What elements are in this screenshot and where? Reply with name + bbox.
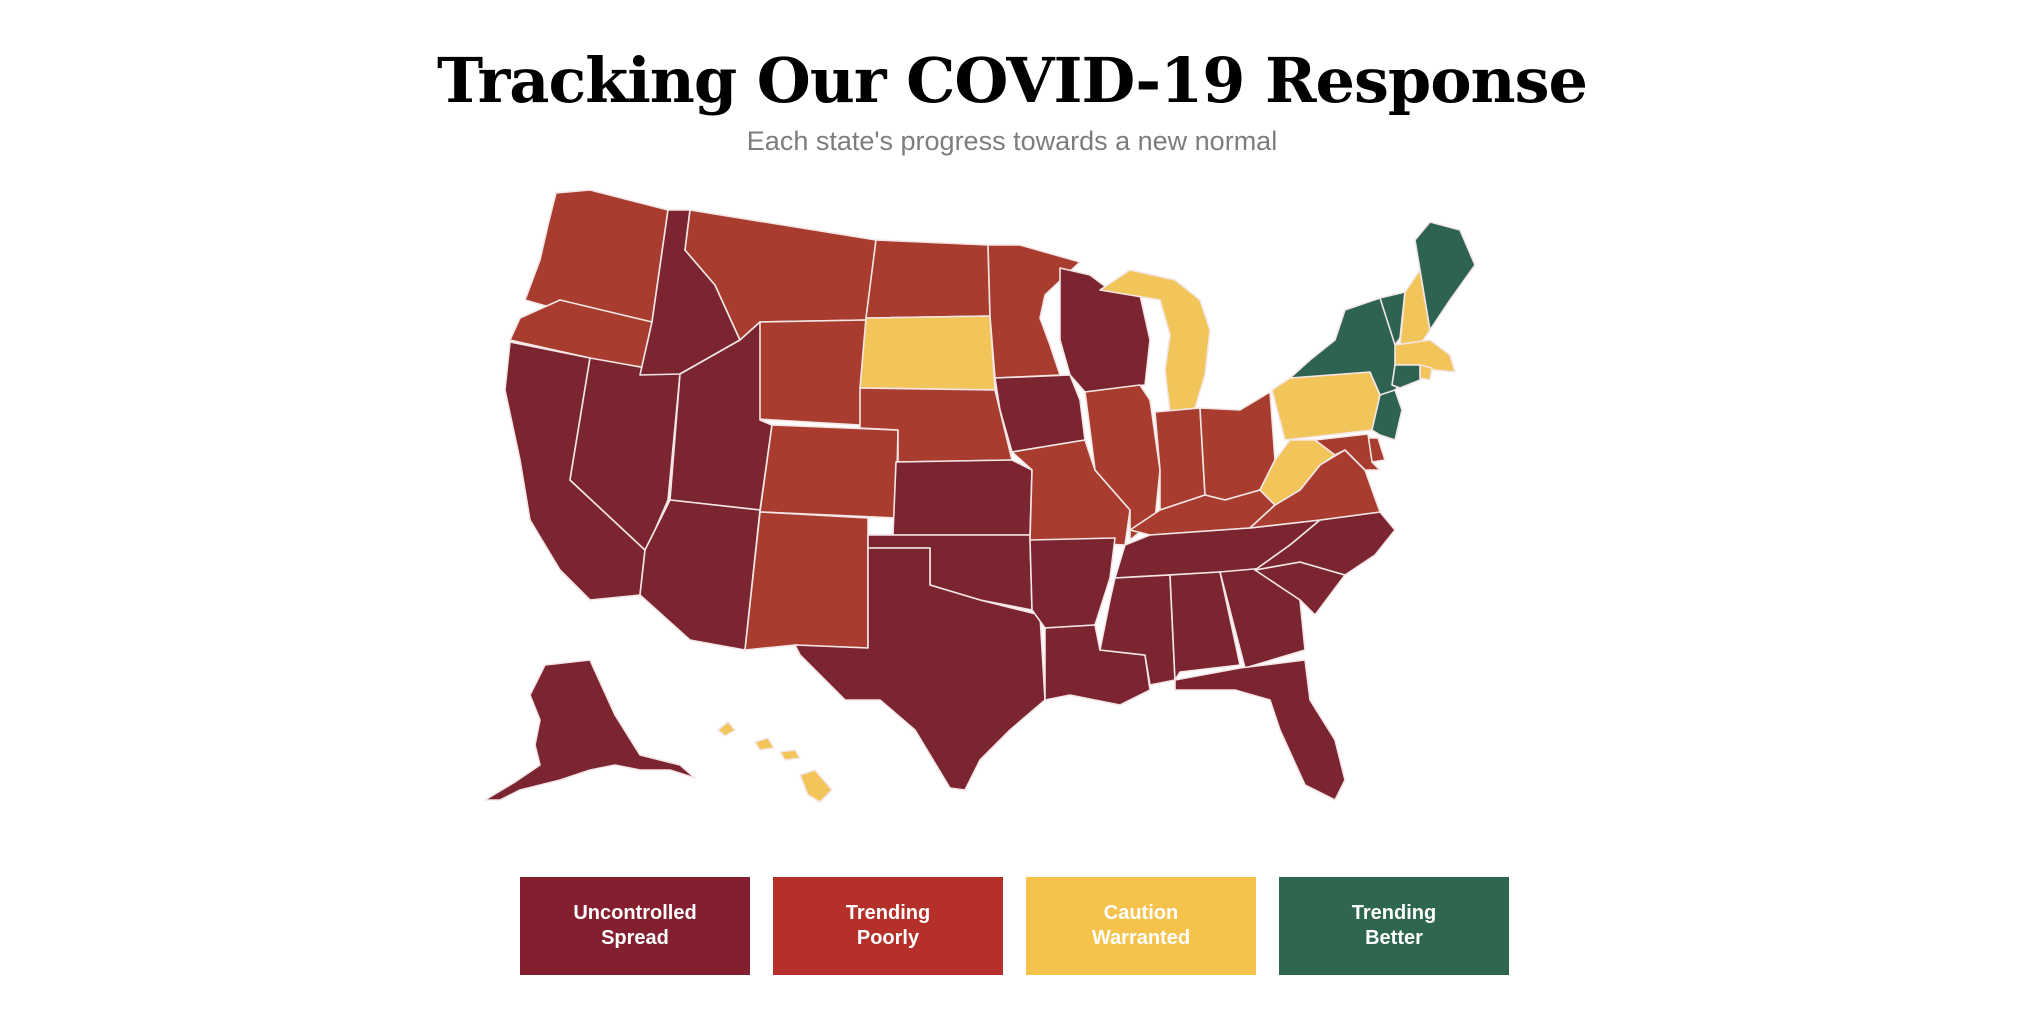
state-KS[interactable] xyxy=(892,459,1033,536)
page-title: Tracking Our COVID-19 Response xyxy=(437,44,1588,117)
state-AK[interactable] xyxy=(484,659,696,801)
state-NC[interactable] xyxy=(1254,511,1396,576)
legend-caution-warranted[interactable]: Caution Warranted xyxy=(1026,877,1256,975)
state-PA[interactable] xyxy=(1271,371,1381,441)
state-IN[interactable] xyxy=(1154,407,1206,511)
state-AL[interactable] xyxy=(1169,571,1241,681)
state-FL[interactable] xyxy=(1174,659,1346,801)
state-RI[interactable] xyxy=(1419,364,1433,381)
legend: Uncontrolled Spread Trending Poorly Caut… xyxy=(520,877,1520,977)
state-MO[interactable] xyxy=(1011,439,1131,546)
state-AR[interactable] xyxy=(1029,537,1116,629)
page-subtitle: Each state's progress towards a new norm… xyxy=(746,126,1278,156)
state-MD[interactable] xyxy=(1314,433,1381,471)
state-SD[interactable] xyxy=(859,315,996,391)
state-AZ[interactable] xyxy=(639,499,761,651)
legend-uncontrolled-spread[interactable]: Uncontrolled Spread xyxy=(520,877,750,975)
state-IA[interactable] xyxy=(994,374,1086,453)
state-WI[interactable] xyxy=(1059,267,1151,393)
state-NJ[interactable] xyxy=(1371,389,1403,441)
state-ND[interactable] xyxy=(865,239,991,319)
state-WA[interactable] xyxy=(524,189,669,323)
state-NM[interactable] xyxy=(744,511,869,651)
state-TX[interactable] xyxy=(794,547,1046,791)
state-CT[interactable] xyxy=(1391,364,1421,389)
state-CO[interactable] xyxy=(759,424,899,519)
legend-trending-poorly[interactable]: Trending Poorly xyxy=(773,877,1003,975)
state-HI[interactable] xyxy=(717,721,833,803)
legend-trending-better[interactable]: Trending Better xyxy=(1279,877,1509,975)
state-ME[interactable] xyxy=(1414,221,1476,331)
state-MN[interactable] xyxy=(987,244,1081,379)
state-LA[interactable] xyxy=(1044,624,1151,706)
